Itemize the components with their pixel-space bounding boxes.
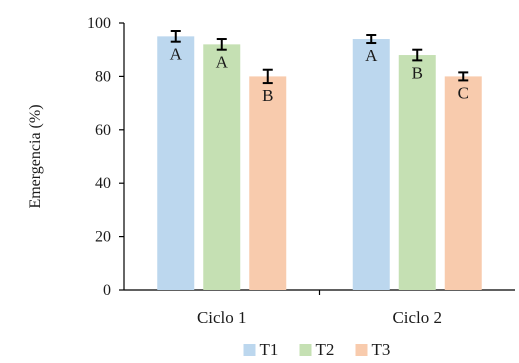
x-tick-label: Ciclo 1 xyxy=(197,308,247,327)
legend-label: T3 xyxy=(372,340,391,359)
legend-item-t1: T1 xyxy=(243,340,279,359)
error-bar xyxy=(170,30,181,43)
error-bar xyxy=(262,68,273,85)
legend-swatch xyxy=(243,344,256,356)
error-bar xyxy=(458,71,469,82)
bar-t1-1 xyxy=(157,36,195,290)
bar-t2-1 xyxy=(203,44,241,290)
legend-item-t2: T2 xyxy=(299,340,335,359)
y-ticks: 0 20 40 60 80 100 xyxy=(87,15,124,299)
error-bar xyxy=(366,34,377,45)
y-axis-label: Emergencia (%) xyxy=(27,104,44,208)
legend-swatch xyxy=(355,344,368,356)
significance-letter: C xyxy=(458,83,469,102)
error-bar xyxy=(412,48,423,62)
x-tick-label: Ciclo 2 xyxy=(392,308,442,327)
bars: A A B A B C xyxy=(157,30,482,291)
y-tick-label: 0 xyxy=(103,282,111,299)
bar-t1-2 xyxy=(352,39,390,290)
significance-letter: A xyxy=(216,53,229,72)
y-tick-label: 60 xyxy=(95,122,111,139)
y-tick-label: 20 xyxy=(95,229,111,246)
bar-t2-2 xyxy=(398,55,436,290)
significance-letter: A xyxy=(365,46,378,65)
legend-label: T2 xyxy=(316,340,335,359)
legend-label: T1 xyxy=(260,340,279,359)
significance-letter: B xyxy=(262,86,273,105)
x-ticks: Ciclo 1 Ciclo 2 xyxy=(197,290,442,327)
legend: T1 T2 T3 xyxy=(243,340,391,359)
y-tick-label: 100 xyxy=(87,15,111,32)
significance-letter: A xyxy=(170,45,183,64)
significance-letter: B xyxy=(412,63,423,82)
y-tick-label: 80 xyxy=(95,68,111,85)
bar-t3-1 xyxy=(249,76,287,291)
error-bar xyxy=(216,38,227,51)
legend-swatch xyxy=(299,344,312,356)
legend-item-t3: T3 xyxy=(355,340,391,359)
y-tick-label: 40 xyxy=(95,175,111,192)
bar-t3-2 xyxy=(444,76,482,291)
